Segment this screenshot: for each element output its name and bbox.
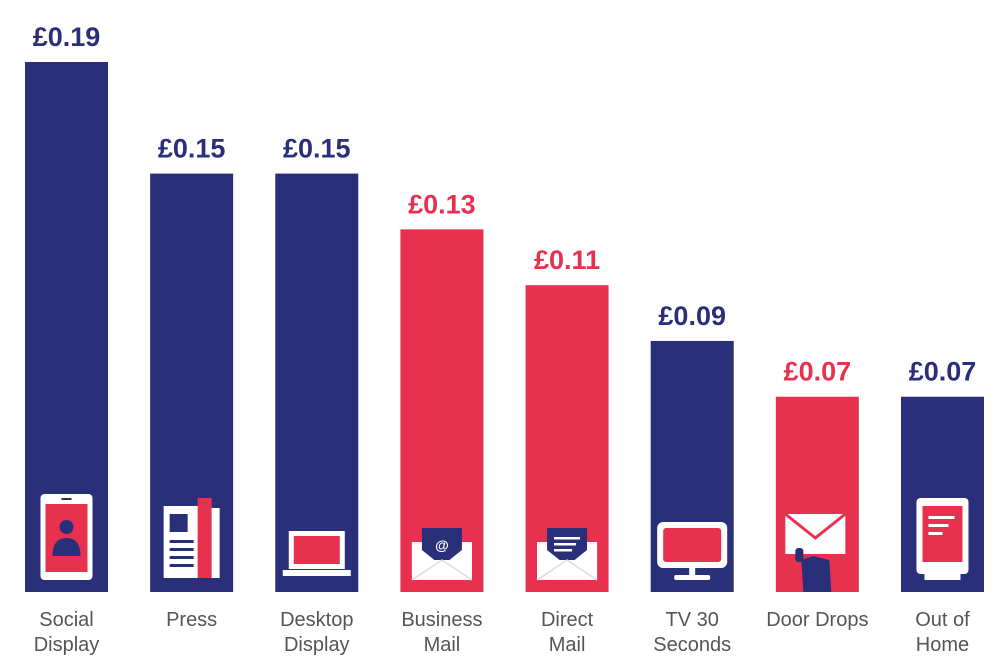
category-label: Press bbox=[166, 609, 217, 631]
category-label-line: Mail bbox=[549, 634, 586, 656]
value-label: £0.07 bbox=[784, 357, 852, 387]
category-label-line: Home bbox=[916, 634, 969, 656]
category-label-line: Display bbox=[284, 634, 350, 656]
category-label-line: Door Drops bbox=[766, 609, 868, 631]
category-label-line: Press bbox=[166, 609, 217, 631]
value-label: £0.09 bbox=[658, 301, 726, 331]
category-label: Desktop Display bbox=[280, 609, 353, 656]
category-label-line: TV 30 bbox=[666, 609, 719, 631]
category-label-line: Seconds bbox=[653, 634, 731, 656]
category-label-line: Mail bbox=[424, 634, 461, 656]
value-label: £0.11 bbox=[534, 245, 600, 275]
laptop-icon bbox=[282, 531, 351, 576]
value-label: £0.19 bbox=[33, 22, 101, 52]
category-label: Business Mail bbox=[401, 609, 482, 656]
open-letter-icon bbox=[536, 528, 598, 581]
hand-holding-envelope-icon bbox=[784, 512, 847, 592]
value-label: £0.15 bbox=[283, 134, 351, 164]
email-at-icon: @ bbox=[411, 528, 473, 581]
category-label-line: Display bbox=[34, 634, 100, 656]
category-label-line: Desktop bbox=[280, 609, 353, 631]
newspaper-icon bbox=[163, 498, 220, 578]
category-label-line: Social bbox=[39, 609, 93, 631]
category-label-line: Direct bbox=[541, 609, 594, 631]
value-label: £0.15 bbox=[158, 134, 226, 164]
television-icon bbox=[657, 522, 728, 580]
billboard-icon bbox=[916, 498, 969, 580]
category-label-line: Out of bbox=[915, 609, 970, 631]
bar bbox=[275, 173, 359, 592]
value-label: £0.07 bbox=[909, 357, 977, 387]
category-label: Door Drops bbox=[766, 609, 868, 631]
category-label: TV 30 Seconds bbox=[653, 609, 731, 656]
category-label: Direct Mail bbox=[541, 609, 594, 656]
category-label: Out of Home bbox=[915, 609, 970, 656]
category-label-line: Business bbox=[401, 609, 482, 631]
svg-text:@: @ bbox=[435, 537, 449, 553]
value-label: £0.13 bbox=[408, 189, 476, 219]
category-label: Social Display bbox=[34, 609, 100, 656]
smartphone-profile-icon bbox=[40, 494, 93, 580]
